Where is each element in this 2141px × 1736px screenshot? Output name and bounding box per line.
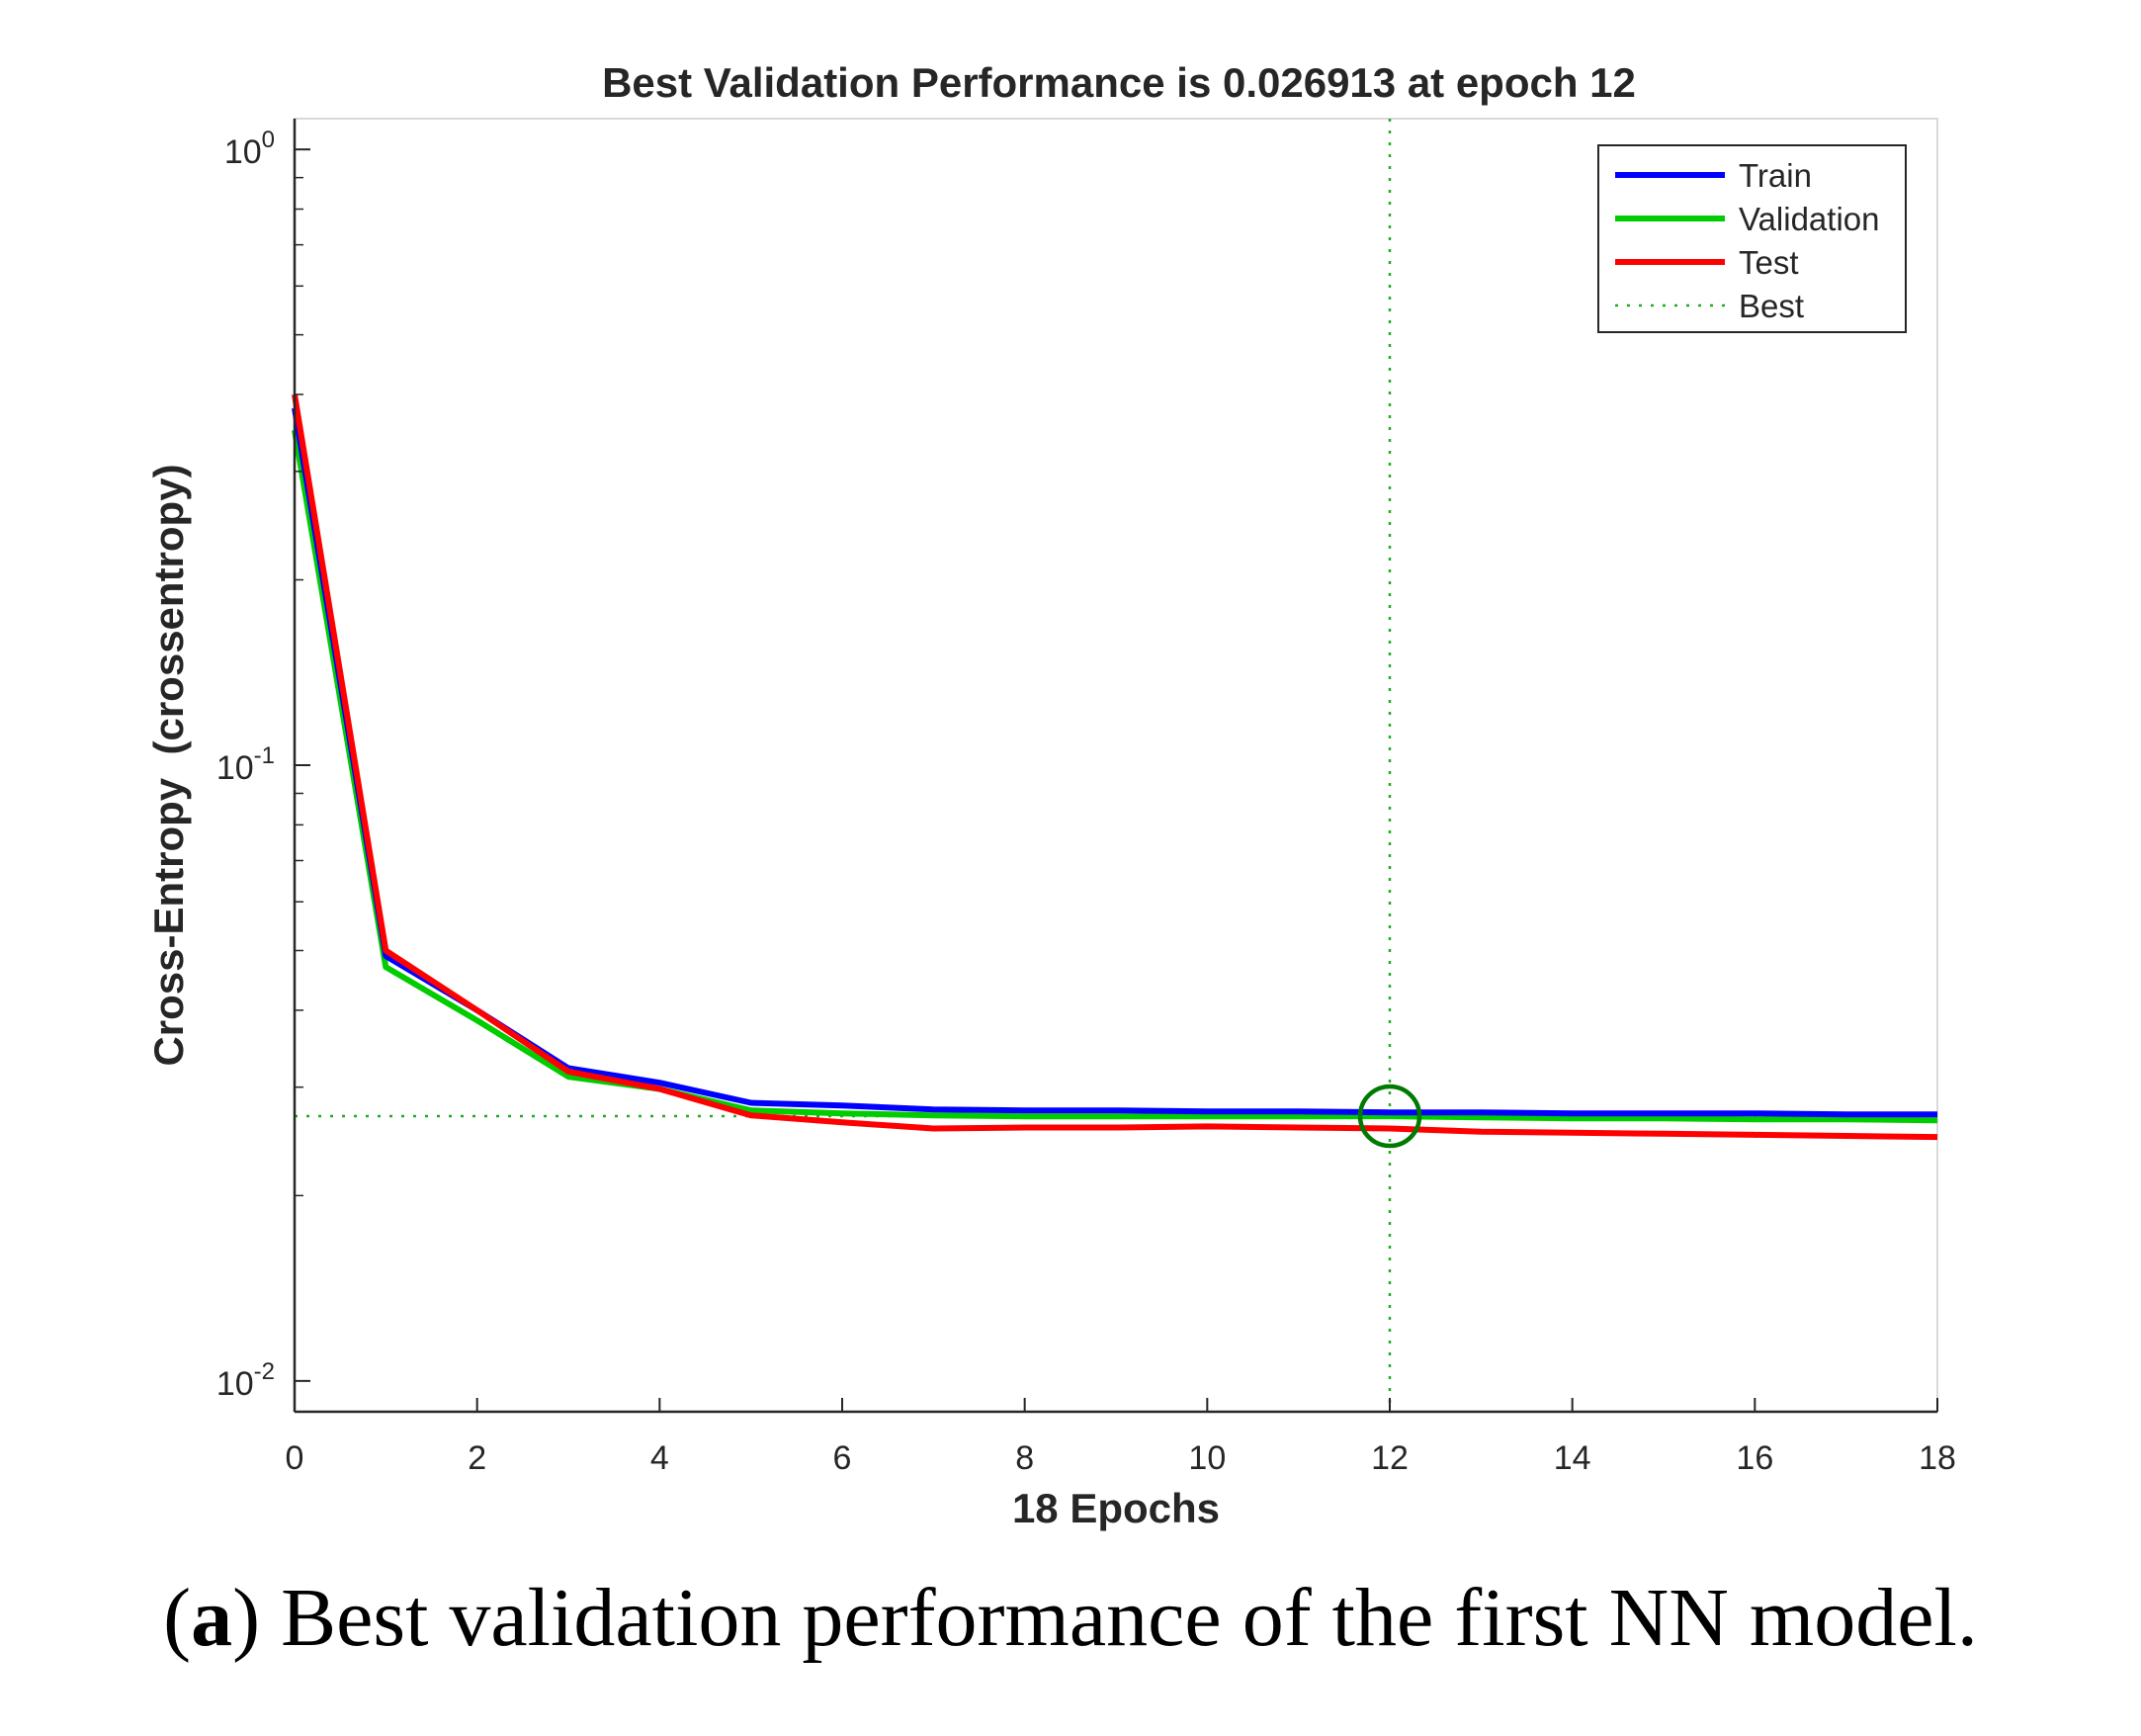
- figure-caption: (a) Best validation performance of the f…: [163, 1572, 1978, 1664]
- x-tick-label: 6: [833, 1439, 852, 1477]
- caption-text: Best validation performance of the first…: [281, 1572, 1978, 1664]
- y-ticks: 100 10-1 10-2: [216, 127, 310, 1403]
- y-axis-label: Cross-Entropy (crossentropy): [145, 464, 192, 1066]
- x-tick-label: 18: [1919, 1439, 1956, 1477]
- legend-label-best: Best: [1739, 288, 1804, 324]
- best-marker-layer: [1357, 1084, 1422, 1149]
- plot-area: [294, 118, 1938, 1413]
- x-tick-label: 4: [650, 1439, 669, 1477]
- series-line-validation: [292, 429, 1938, 1124]
- legend-label-validation: Validation: [1739, 201, 1880, 237]
- x-ticks: 0 2 4 6 8 10 12 14 16 18: [286, 1398, 1956, 1477]
- x-tick-label: 12: [1371, 1439, 1409, 1477]
- x-tick-label: 16: [1736, 1439, 1773, 1477]
- caption-label: a: [191, 1572, 233, 1664]
- y-tick-label: 10-2: [216, 1358, 275, 1403]
- x-tick-label: 14: [1554, 1439, 1591, 1477]
- best-marker-circle: [1357, 1084, 1422, 1149]
- legend: Train Validation Test Best: [1597, 144, 1907, 333]
- plot-background: [294, 118, 1938, 1413]
- chart-title: Best Validation Performance is 0.026913 …: [602, 59, 1636, 106]
- series-lines: [292, 393, 1938, 1141]
- x-tick-label: 2: [468, 1439, 486, 1477]
- x-tick-label: 0: [286, 1439, 304, 1477]
- legend-label-train: Train: [1739, 157, 1812, 194]
- legend-label-test: Test: [1739, 244, 1799, 281]
- y-tick-label: 10-1: [216, 742, 275, 787]
- y-tick-label: 100: [224, 127, 275, 171]
- x-tick-label: 10: [1188, 1439, 1226, 1477]
- x-axis-label: 18 Epochs: [1012, 1485, 1220, 1531]
- x-tick-label: 8: [1015, 1439, 1034, 1477]
- series-line-test: [292, 393, 1938, 1141]
